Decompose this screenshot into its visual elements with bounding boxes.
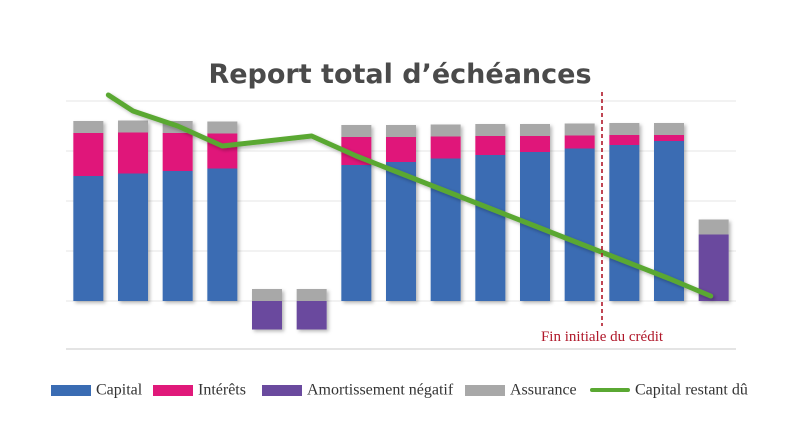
bar-interets-9 <box>430 136 461 159</box>
bar-assurance-2 <box>118 120 148 133</box>
bar-stack-10 <box>475 124 506 301</box>
bar-interets-3 <box>162 133 193 171</box>
bars <box>73 120 729 330</box>
bar-capital-4 <box>207 168 238 301</box>
bar-assurance-8 <box>386 125 416 137</box>
legend-label-assurance: Assurance <box>510 381 577 399</box>
bar-interets-10 <box>475 136 506 155</box>
legend-swatch-amortissement <box>262 384 302 396</box>
bar-stack-6 <box>296 289 327 330</box>
bar-assurance-12 <box>564 123 595 136</box>
bar-assurance-13 <box>609 123 640 135</box>
bar-assurance-6 <box>296 289 327 301</box>
bar-stack-1 <box>73 121 104 301</box>
legend-item-assurance: Assurance <box>465 378 577 402</box>
bar-capital-8 <box>386 162 416 301</box>
legend-item-interets: Intérêts <box>153 378 246 402</box>
line-series <box>105 92 714 299</box>
bar-amortissement-6 <box>296 301 327 330</box>
line-capital-restant <box>105 92 714 299</box>
bar-stack-5 <box>252 289 282 330</box>
legend-label-interets: Intérêts <box>198 381 246 399</box>
chart-svg: Report total d’échéances Fin initiale du… <box>66 59 736 350</box>
legend-swatch-capital <box>51 384 91 396</box>
chart-title: Report total d’échéances <box>208 59 591 90</box>
bar-stack-4 <box>207 121 238 301</box>
legend-swatch-assurance <box>465 384 505 396</box>
bar-assurance-1 <box>73 121 104 133</box>
legend-label-amortissement: Amortissement négatif <box>307 381 454 399</box>
legend: Capital Intérêts Amortissement négatif A… <box>0 378 800 402</box>
bar-assurance-10 <box>475 124 506 136</box>
bar-assurance-9 <box>430 124 461 137</box>
bar-interets-14 <box>654 135 684 141</box>
bar-capital-7 <box>341 165 372 301</box>
bar-capital-9 <box>430 158 461 301</box>
bar-stack-2 <box>118 120 148 301</box>
bar-capital-2 <box>118 173 148 301</box>
bar-interets-1 <box>73 133 104 176</box>
bar-assurance-11 <box>520 124 550 136</box>
bar-capital-12 <box>564 148 595 301</box>
bar-stack-9 <box>430 124 461 301</box>
legend-item-capital-restant: Capital restant dû <box>590 378 748 402</box>
bar-interets-12 <box>564 135 595 149</box>
bar-assurance-7 <box>341 125 372 137</box>
bar-stack-3 <box>162 121 193 301</box>
bar-amortissement-5 <box>252 301 282 330</box>
bar-assurance-5 <box>252 289 282 301</box>
bar-assurance-4 <box>207 121 238 134</box>
bar-stack-13 <box>609 123 640 301</box>
bar-assurance-15 <box>698 219 729 235</box>
legend-item-capital: Capital <box>51 378 142 402</box>
legend-swatch-interets <box>153 384 193 396</box>
bar-amortissement-15 <box>698 234 729 301</box>
bar-stack-7 <box>341 125 372 301</box>
bar-interets-13 <box>609 135 640 145</box>
legend-label-capital-restant: Capital restant dû <box>635 381 748 399</box>
bar-capital-3 <box>162 171 193 301</box>
bar-interets-2 <box>118 132 148 174</box>
bar-capital-10 <box>475 155 506 301</box>
legend-line-capital-restant <box>590 388 630 393</box>
annotation-label: Fin initiale du crédit <box>541 329 664 345</box>
legend-item-amortissement: Amortissement négatif <box>262 378 453 402</box>
bar-capital-13 <box>609 145 640 301</box>
bar-assurance-14 <box>654 123 684 135</box>
bar-stack-12 <box>564 123 595 301</box>
bar-stack-11 <box>520 124 550 301</box>
bar-stack-8 <box>386 125 416 301</box>
bar-interets-8 <box>386 137 416 162</box>
bar-interets-11 <box>520 136 550 152</box>
bar-stack-15 <box>698 219 729 301</box>
legend-label-capital: Capital <box>96 381 143 399</box>
annotation: Fin initiale du crédit <box>541 92 664 345</box>
bar-capital-1 <box>73 176 104 301</box>
